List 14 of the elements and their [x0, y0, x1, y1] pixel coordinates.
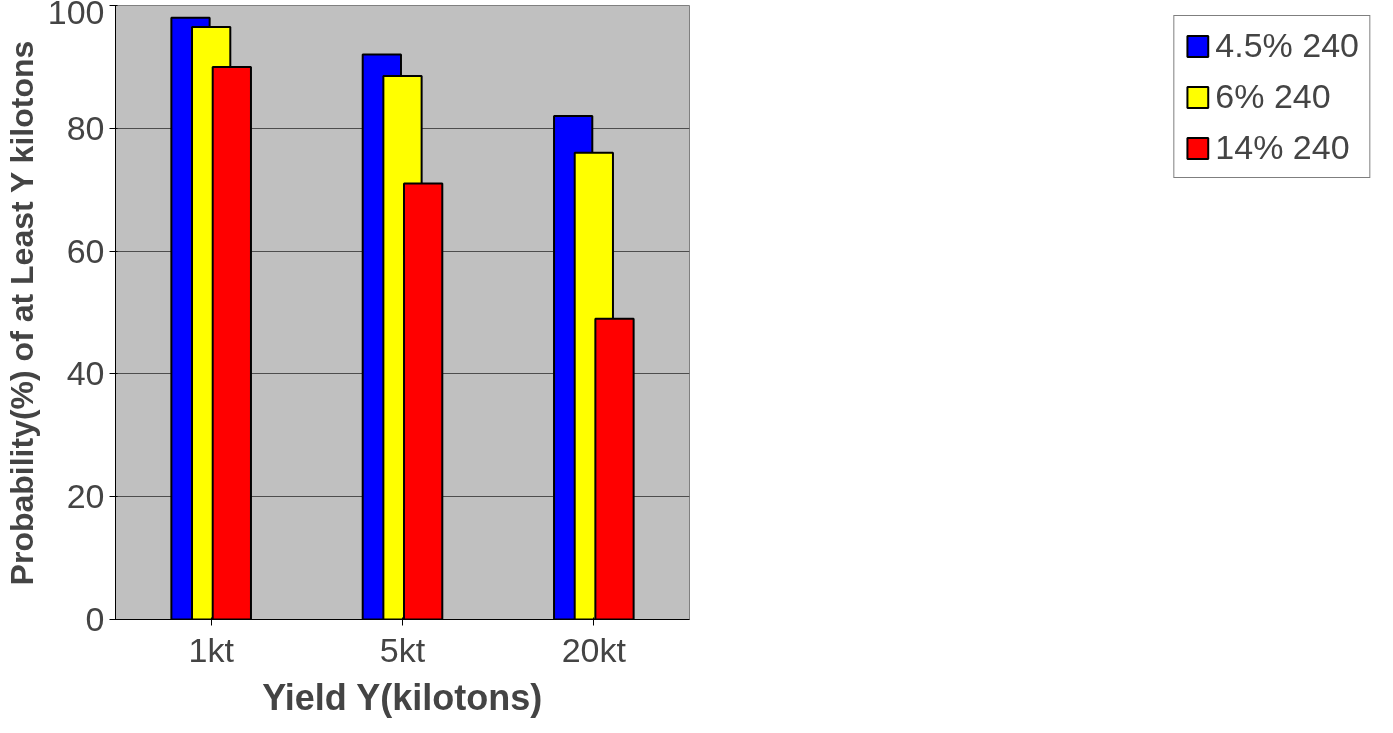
y-tick-label: 0: [85, 600, 105, 638]
y-tick-label: 20: [66, 477, 105, 516]
x-axis-title: Yield Y(kilotons): [262, 676, 543, 718]
y-tick-label: 60: [66, 231, 105, 270]
legend-label: 14% 240: [1215, 128, 1350, 167]
x-tick-label: 20kt: [561, 630, 627, 669]
legend-label: 6% 240: [1215, 77, 1331, 116]
y-tick-label: 80: [66, 108, 105, 147]
y-tick-label: 100: [47, 0, 105, 31]
x-tick-label: 1kt: [188, 630, 235, 669]
y-tick-label: 40: [66, 354, 105, 393]
y-axis-title: Probability(%) of at Least Y kilotons: [3, 40, 40, 586]
x-tick-label: 5kt: [379, 630, 426, 669]
legend-label: 4.5% 240: [1215, 26, 1359, 65]
